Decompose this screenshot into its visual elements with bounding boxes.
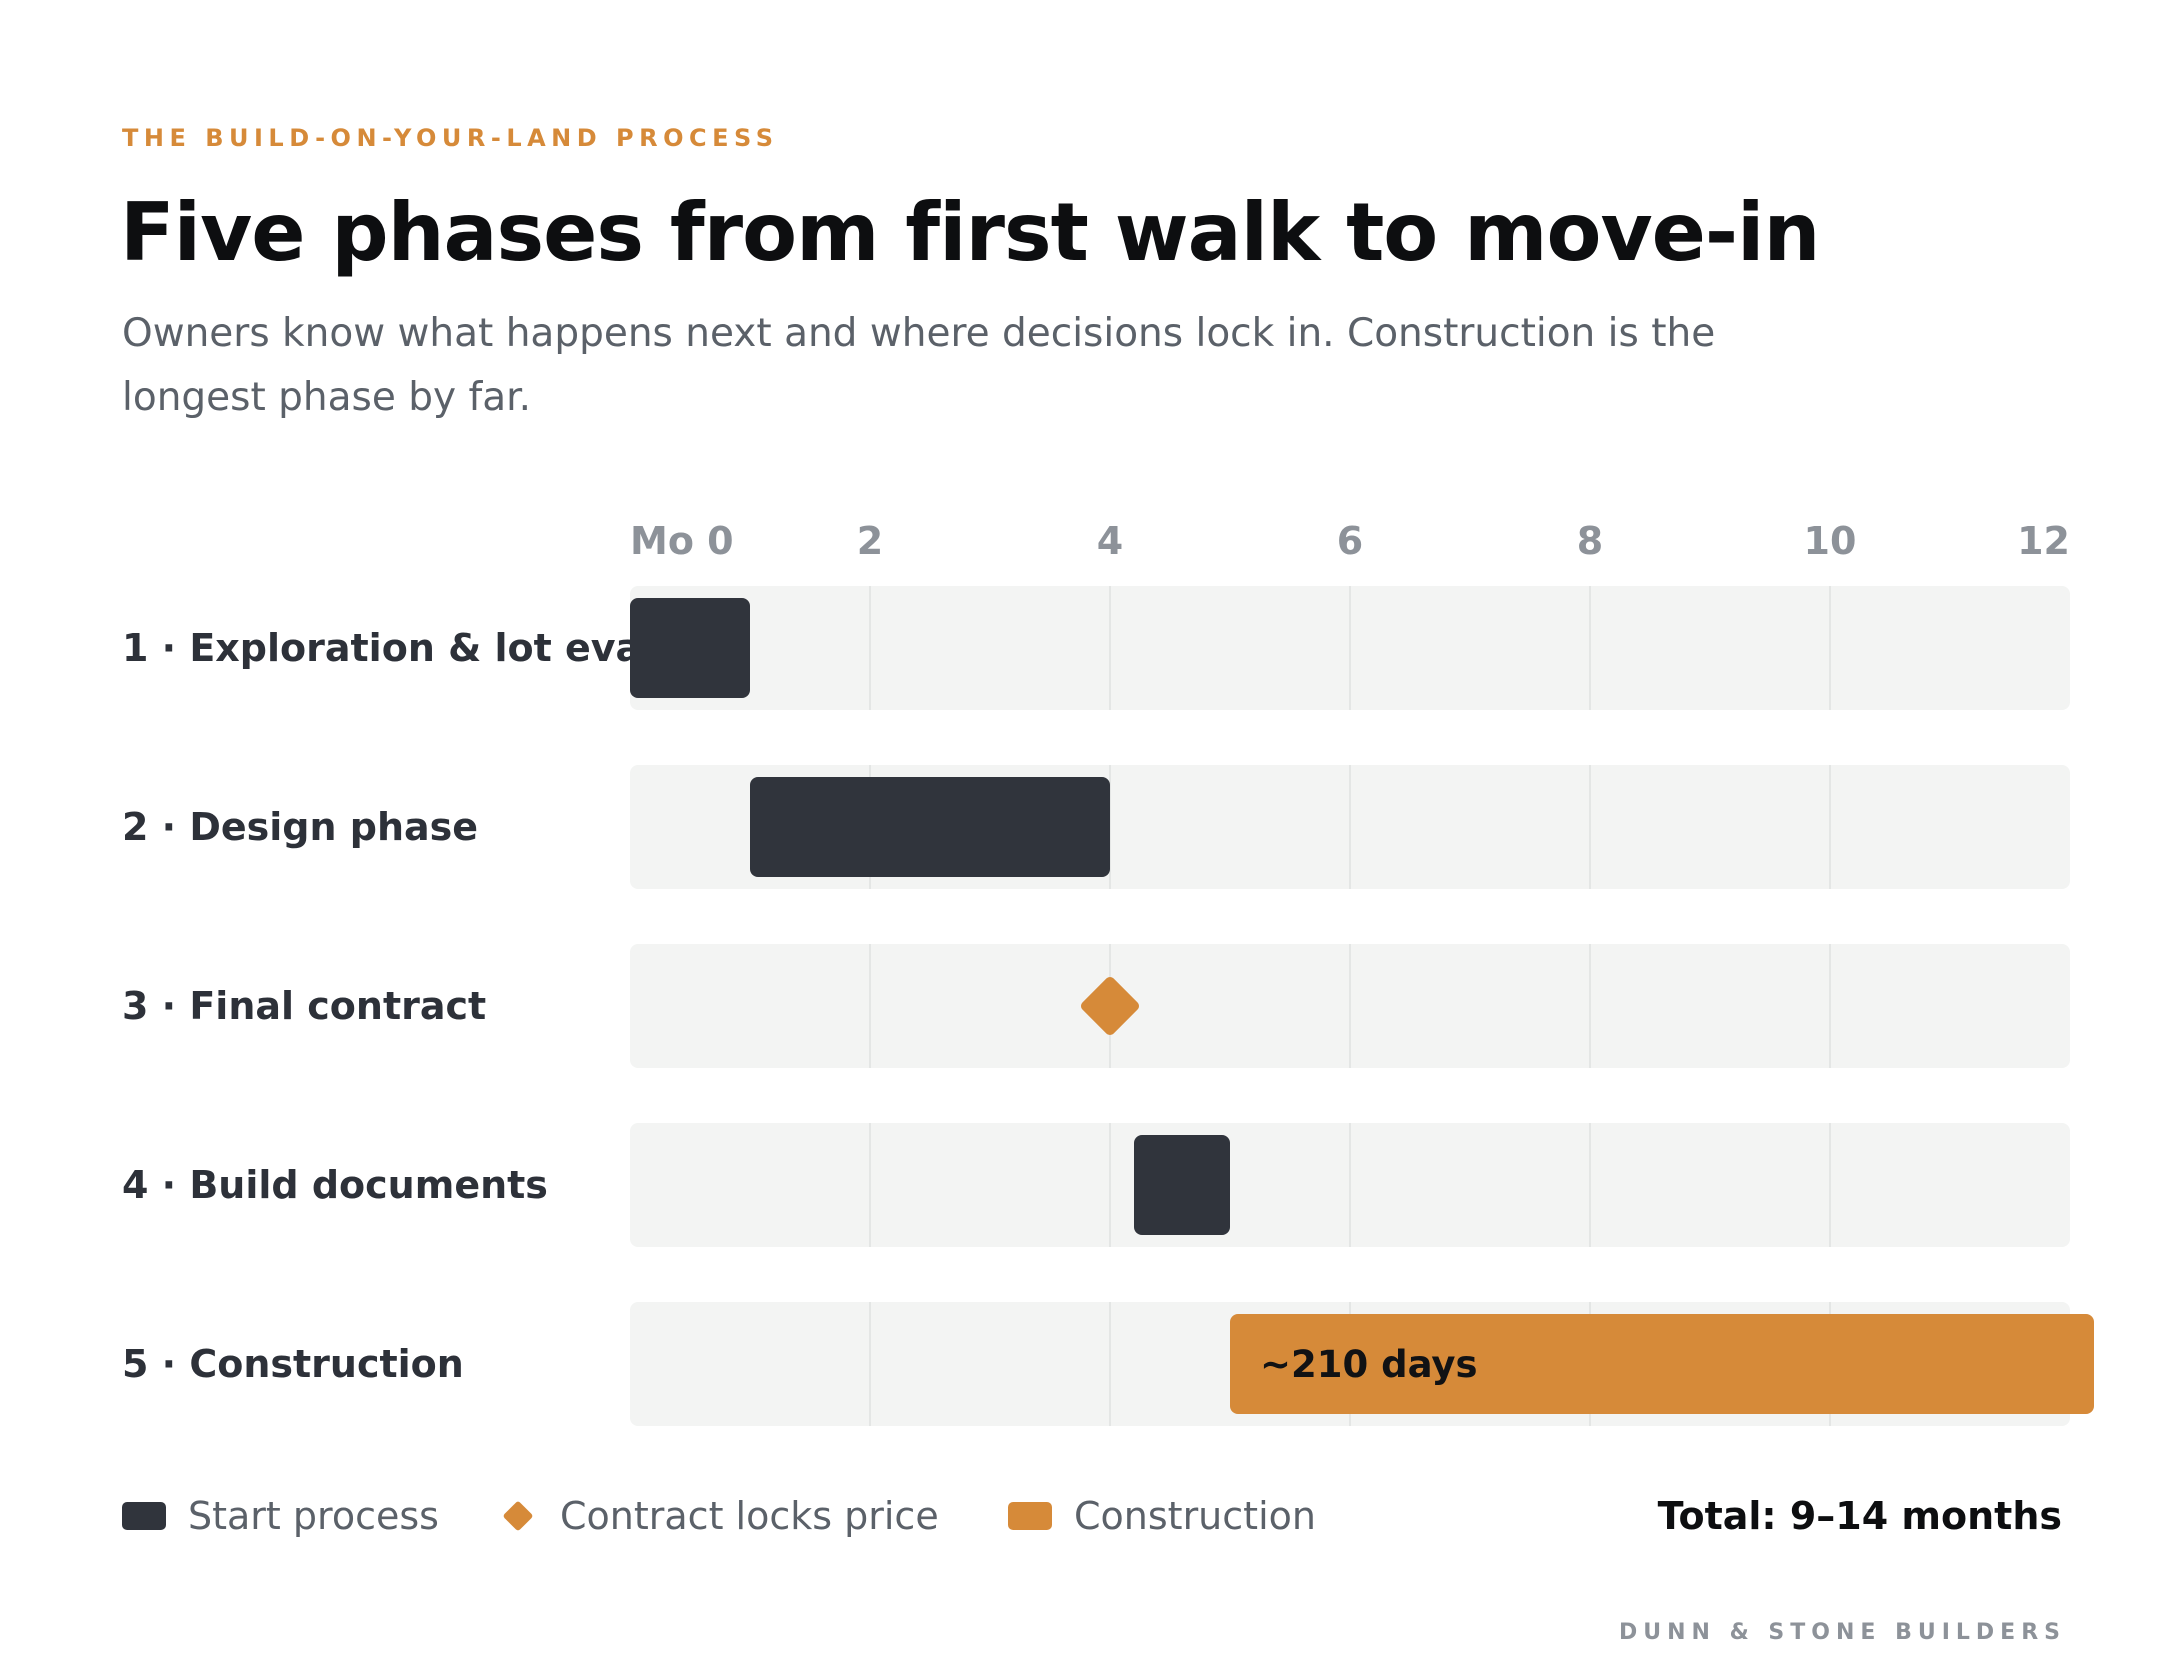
page-title: Five phases from first walk to move-in [120,186,1820,279]
phase-marks: ~210 days [630,598,2094,1414]
phase-bar-5 [1230,1314,2094,1414]
row-label-3: 3 · Final contract [122,984,486,1028]
x-tick-label-0: Mo 0 [630,519,734,563]
phase-bar-2 [750,777,1110,877]
page-subtitle: Owners know what happens next and where … [122,311,1716,420]
gantt-chart: Mo 0 2 4 6 8 10 12 1 · Exploration & lot eval 2… [122,519,2094,1426]
diamond-icon [500,1498,536,1534]
row-label-2: 2 · Design phase [122,805,478,849]
legend-label-construction: Construction [1074,1494,1316,1538]
legend: Start process Contract locks price Const… [122,1488,2062,1544]
row-label-4: 4 · Build documents [122,1163,548,1207]
legend-item-start: Start process [122,1488,439,1544]
phase-bar-4 [1134,1135,1230,1235]
x-tick-label-10: 10 [1804,519,1857,563]
row-label-5: 5 · Construction [122,1342,464,1386]
legend-item-construction: Construction [1008,1488,1316,1544]
row-label-1: 1 · Exploration & lot eval [122,626,654,670]
phase-bar-1 [630,598,750,698]
x-tick-label-12: 12 [2017,519,2070,563]
legend-label-contract: Contract locks price [560,1494,939,1538]
x-tick-label-6: 6 [1337,519,1363,563]
legend-swatch-construction [1008,1502,1052,1530]
eyebrow-label: THE BUILD-ON-YOUR-LAND PROCESS [122,124,779,152]
footer-brand: DUNN & STONE BUILDERS [1618,1620,2066,1645]
total-duration: Total: 9–14 months [1657,1494,2062,1538]
x-tick-label-4: 4 [1097,519,1123,563]
legend-item-contract: Contract locks price [500,1488,939,1544]
legend-label-start: Start process [188,1494,439,1538]
legend-swatch-start [122,1502,166,1530]
row-labels: 1 · Exploration & lot eval 2 · Design pha… [122,626,654,1386]
phase-bar-label-5: ~210 days [1260,1343,1478,1386]
x-axis-ticks: Mo 0 2 4 6 8 10 12 [630,519,2070,563]
milestone-diamond-3 [1080,976,1140,1036]
x-tick-label-2: 2 [857,519,883,563]
x-tick-label-8: 8 [1577,519,1603,563]
